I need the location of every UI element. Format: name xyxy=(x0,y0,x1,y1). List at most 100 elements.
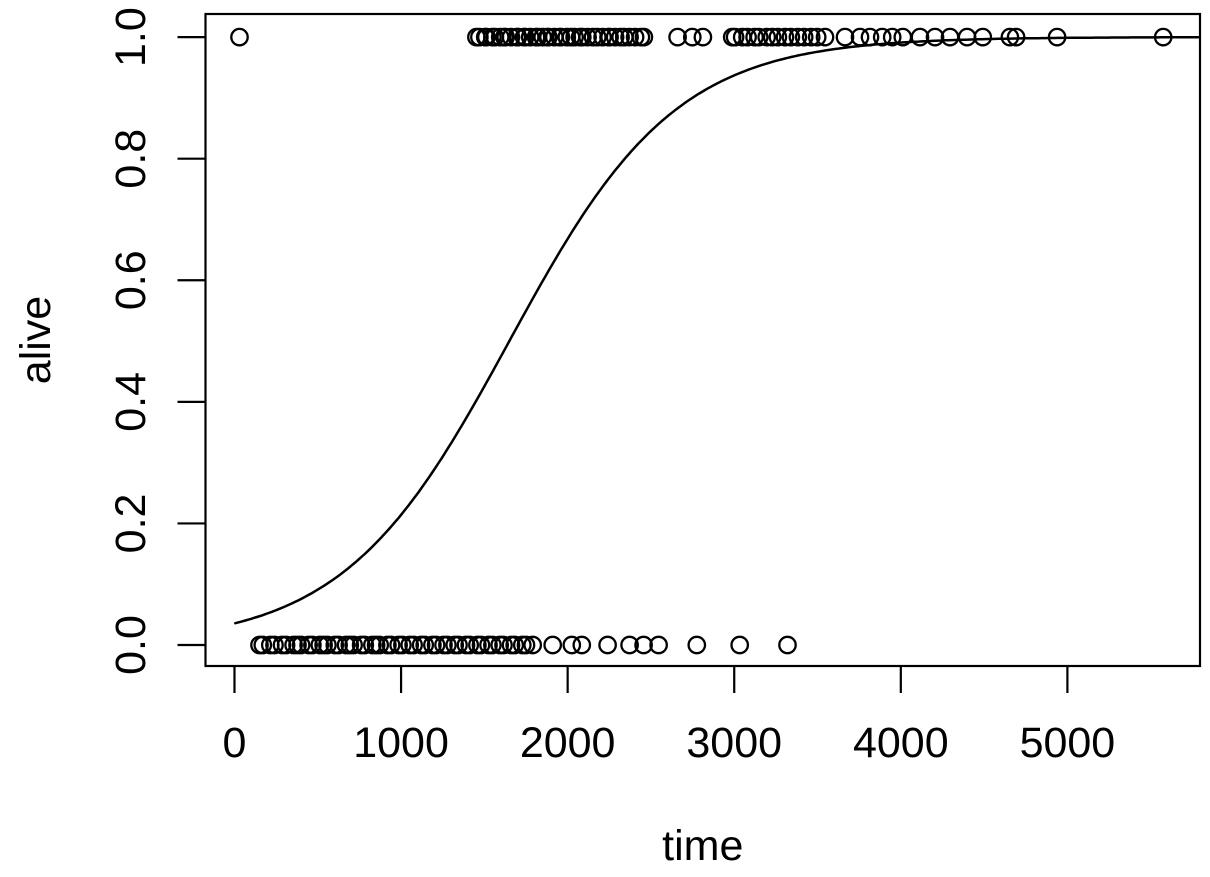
data-point-circle xyxy=(496,27,516,47)
data-point-circle xyxy=(494,635,513,655)
data-point-circle xyxy=(745,27,764,47)
data-point-circle xyxy=(460,635,480,655)
data-point-circle xyxy=(775,27,795,47)
data-point-circle xyxy=(355,635,375,655)
x-axis-tick-label: 4000 xyxy=(853,719,949,767)
data-point-circle xyxy=(578,27,597,47)
data-point-circle xyxy=(872,27,892,47)
plot-border xyxy=(204,12,1202,668)
data-point-circle xyxy=(543,635,563,655)
data-point-circle xyxy=(910,27,930,47)
data-point-circle xyxy=(265,635,284,655)
data-point-circle xyxy=(762,27,782,47)
data-point-circle xyxy=(794,27,814,47)
data-point-circle xyxy=(483,635,502,655)
x-axis-tick-label: 1000 xyxy=(353,719,449,767)
data-point-circle xyxy=(318,635,337,655)
y-axis-title: alive xyxy=(12,296,60,384)
data-point-circle xyxy=(957,27,977,47)
x-axis-tick-label: 2000 xyxy=(520,719,616,767)
data-point-circle xyxy=(501,27,521,47)
data-point-circle xyxy=(598,635,617,655)
y-axis-tick-label: 0.8 xyxy=(107,129,155,189)
data-point-circle xyxy=(860,27,880,47)
data-point-circle xyxy=(276,635,296,655)
data-point-circle xyxy=(404,635,423,655)
data-point-circle xyxy=(1153,27,1173,47)
data-point-circle xyxy=(291,635,311,655)
data-point-circle xyxy=(693,27,713,47)
y-axis-tick-label: 0.6 xyxy=(107,250,155,310)
data-point-circle xyxy=(438,635,457,655)
data-point-circle xyxy=(668,27,687,47)
data-point-circle xyxy=(508,27,528,47)
x-axis-tick-label: 0 xyxy=(223,719,247,767)
data-point-circle xyxy=(815,27,835,47)
data-point-circle xyxy=(634,27,654,47)
y-axis-tick-label: 0.0 xyxy=(107,615,155,675)
data-point-circle xyxy=(634,635,653,655)
data-point-circle xyxy=(605,27,625,47)
data-point-circle xyxy=(539,27,558,47)
data-point-circle xyxy=(593,27,612,47)
data-point-circle xyxy=(505,635,525,655)
data-point-circle xyxy=(253,635,273,655)
data-point-circle xyxy=(973,27,993,47)
data-point-circle xyxy=(344,635,363,655)
data-point-circle xyxy=(620,635,639,655)
data-point-circle xyxy=(1047,27,1067,47)
data-point-circle xyxy=(415,635,435,655)
y-axis-tick-label: 0.2 xyxy=(107,494,155,554)
data-point-circle xyxy=(730,635,750,655)
data-point-circle xyxy=(757,27,777,47)
data-point-circle xyxy=(523,635,543,655)
data-point-circle xyxy=(835,27,855,47)
data-point-circle xyxy=(1006,27,1026,47)
data-point-circle xyxy=(471,635,491,655)
data-point-circle xyxy=(882,27,902,47)
data-point-circle xyxy=(381,635,401,655)
data-point-circle xyxy=(725,27,745,47)
x-axis-tick-label: 3000 xyxy=(686,719,782,767)
alive-0-observations-group xyxy=(250,635,797,655)
data-point-circle xyxy=(562,635,582,655)
data-point-circle xyxy=(850,27,870,47)
data-point-circle xyxy=(788,27,808,47)
y-axis-tick-label: 0.4 xyxy=(107,372,155,432)
data-point-circle xyxy=(572,635,592,655)
data-point-circle xyxy=(781,27,801,47)
data-point-circle xyxy=(303,635,322,655)
data-point-circle xyxy=(768,27,788,47)
data-point-circle xyxy=(230,27,249,47)
data-point-circle xyxy=(649,635,668,655)
data-point-circle xyxy=(1000,27,1020,47)
data-point-circle xyxy=(565,27,584,47)
data-point-circle xyxy=(687,635,707,655)
data-point-circle xyxy=(807,27,827,47)
data-point-circle xyxy=(749,27,769,47)
data-point-circle xyxy=(393,635,412,655)
data-point-circle xyxy=(587,27,607,47)
data-point-circle xyxy=(620,27,639,47)
data-point-circle xyxy=(426,635,446,655)
data-point-circle xyxy=(551,27,571,47)
y-axis-tick-label: 1.0 xyxy=(107,7,155,67)
data-point-circle xyxy=(370,635,390,655)
data-point-circle xyxy=(329,635,348,655)
data-point-circle xyxy=(801,27,821,47)
data-point-circle xyxy=(477,27,496,47)
data-point-circle xyxy=(682,27,702,47)
data-point-circle xyxy=(449,635,468,655)
data-point-circle xyxy=(516,635,536,655)
logistic-fit-curve xyxy=(234,36,1200,625)
data-point-circle xyxy=(572,27,592,47)
data-point-circle xyxy=(625,27,645,47)
data-point-circle xyxy=(778,635,797,655)
x-axis-title: time xyxy=(662,822,743,870)
data-point-circle xyxy=(925,27,945,47)
x-axis-tick-label: 5000 xyxy=(1020,719,1116,767)
data-point-circle xyxy=(600,27,619,47)
alive-1-observations-group xyxy=(230,27,1173,47)
